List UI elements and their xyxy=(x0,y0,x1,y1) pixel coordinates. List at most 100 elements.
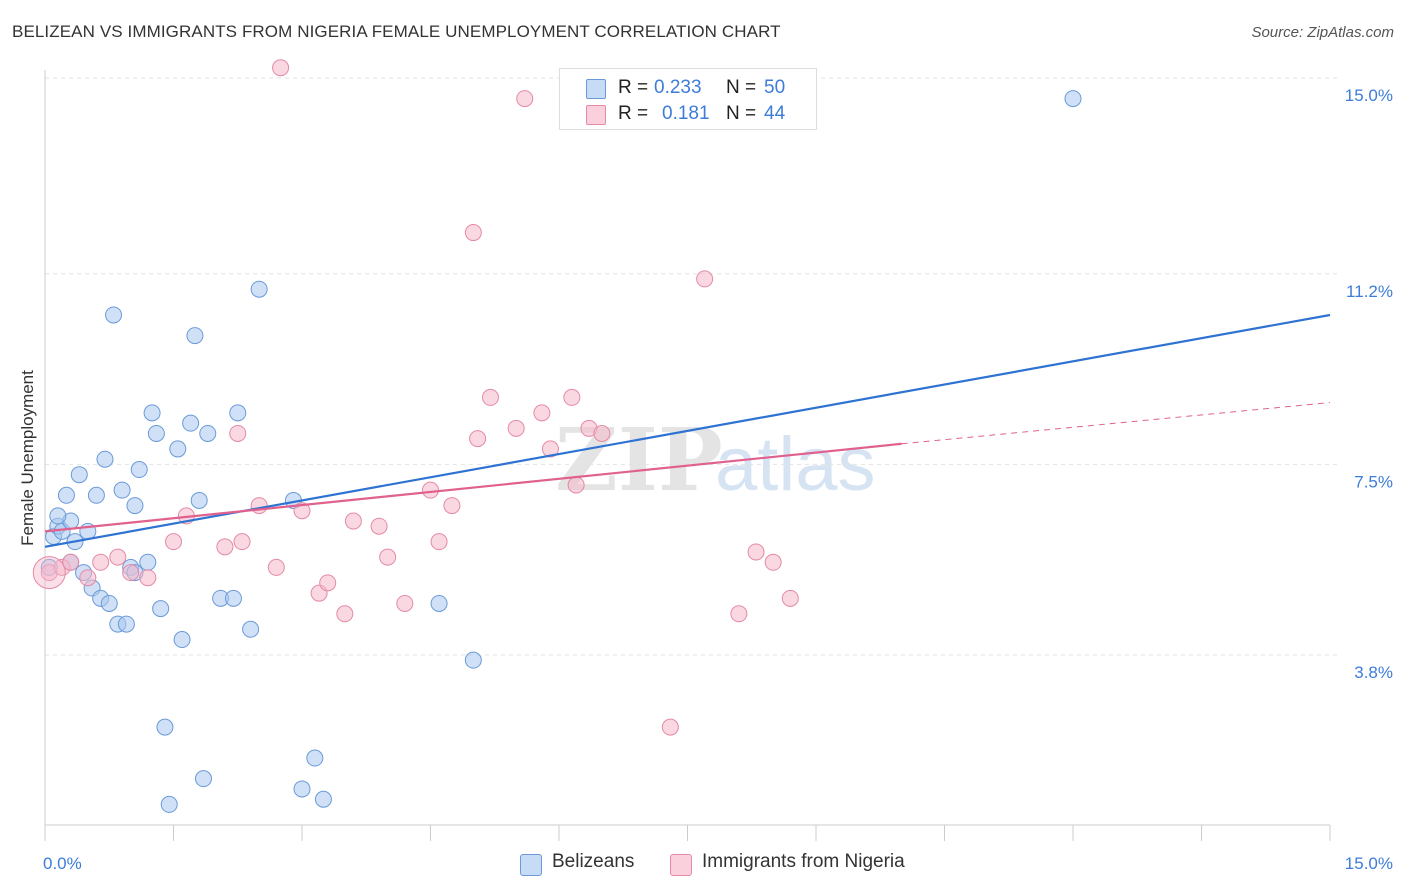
belizeans-point xyxy=(169,440,187,458)
belizeans-point xyxy=(464,651,482,669)
nigeria-point xyxy=(272,59,290,77)
nigeria-point xyxy=(443,497,461,515)
belizeans-point xyxy=(430,594,448,612)
nigeria-point xyxy=(165,533,182,551)
belizeans-point xyxy=(147,424,165,442)
nigeria-point xyxy=(696,270,714,288)
belizeans-swatch xyxy=(586,79,606,99)
r-label: R = xyxy=(618,77,649,98)
belizeans-point xyxy=(229,404,247,422)
belizeans-point xyxy=(57,486,75,504)
belizeans-point xyxy=(152,600,170,618)
nigeria-point xyxy=(370,517,388,535)
y-axis-label: Female Unemployment xyxy=(18,370,37,546)
nigeria-trend-line xyxy=(44,442,902,533)
correlation-legend: R = 0.233 N = 50 R = 0.181 N = 44 xyxy=(559,68,817,130)
belizeans-point xyxy=(113,481,131,499)
nigeria-point xyxy=(109,548,127,566)
belizeans-point xyxy=(190,491,208,509)
nigeria-point xyxy=(747,543,765,561)
nigeria-point xyxy=(533,404,551,422)
belizeans-point xyxy=(306,749,324,767)
nigeria-point xyxy=(267,558,285,576)
nigeria-point xyxy=(250,497,268,515)
x-tick-label-min: 0.0% xyxy=(43,854,82,873)
legend-label: Immigrants from Nigeria xyxy=(702,851,905,872)
nigeria-point xyxy=(62,553,80,571)
r-label: R = xyxy=(618,103,649,124)
belizeans-point xyxy=(182,414,200,432)
belizeans-point xyxy=(160,795,178,813)
nigeria-point xyxy=(293,502,311,520)
nigeria-point xyxy=(481,388,499,406)
belizeans-trend-line xyxy=(44,313,1331,548)
nigeria-swatch xyxy=(670,854,692,876)
belizeans-point xyxy=(224,589,242,607)
belizeans-point xyxy=(186,327,204,345)
belizeans-point xyxy=(49,507,67,525)
nigeria-point xyxy=(541,440,559,458)
nigeria-point xyxy=(139,569,157,587)
nigeria-point xyxy=(661,718,679,736)
belizeans-point xyxy=(126,497,144,515)
belizeans-point xyxy=(194,770,212,788)
nigeria-point xyxy=(229,424,247,442)
nigeria-point xyxy=(336,605,354,623)
belizeans-point xyxy=(117,615,135,633)
nigeria-point xyxy=(379,548,397,566)
nigeria-swatch xyxy=(586,105,606,125)
nigeria-point xyxy=(563,388,581,406)
nigeria-point xyxy=(507,419,525,437)
belizeans-point xyxy=(1064,90,1082,108)
belizeans-point xyxy=(143,404,161,422)
nigeria-point xyxy=(730,605,748,623)
y-tick-label: 3.8% xyxy=(1354,663,1393,682)
nigeria-point xyxy=(464,224,482,242)
x-tick-label-max: 15.0% xyxy=(1345,854,1393,873)
nigeria-point xyxy=(516,90,534,108)
belizeans-point xyxy=(242,620,260,638)
belizeans-swatch xyxy=(520,854,542,876)
nigeria-point xyxy=(32,556,66,590)
belizeans-point xyxy=(87,486,105,504)
chart-title: BELIZEAN VS IMMIGRANTS FROM NIGERIA FEMA… xyxy=(12,22,781,41)
belizeans-point xyxy=(100,594,118,612)
legend-label: Belizeans xyxy=(552,851,635,872)
watermark-atlas: atlas xyxy=(715,422,876,507)
nigeria-point xyxy=(422,481,439,499)
source-label: Source: ZipAtlas.com xyxy=(1251,24,1394,41)
watermark-zip: ZIP xyxy=(555,410,723,511)
nigeria-trend-extension xyxy=(901,402,1331,445)
nigeria-point xyxy=(216,538,234,556)
n-label: N = xyxy=(726,77,757,98)
nigeria-point xyxy=(344,512,362,530)
n-value: 44 xyxy=(764,103,786,124)
r-value: 0.181 xyxy=(662,103,710,124)
nigeria-point xyxy=(122,564,140,582)
belizeans-point xyxy=(173,631,191,649)
y-tick-label: 15.0% xyxy=(1345,86,1393,105)
belizeans-point xyxy=(130,461,148,479)
nigeria-point xyxy=(92,553,110,571)
y-tick-label: 7.5% xyxy=(1354,472,1393,491)
belizeans-point xyxy=(314,790,332,808)
nigeria-point xyxy=(781,589,799,607)
nigeria-point xyxy=(396,594,414,612)
n-value: 50 xyxy=(764,77,786,98)
belizeans-point xyxy=(139,553,157,571)
nigeria-point xyxy=(593,424,611,442)
belizeans-point xyxy=(250,280,268,298)
belizeans-point xyxy=(293,780,311,798)
belizeans-point xyxy=(70,466,88,484)
y-tick-label: 11.2% xyxy=(1346,282,1393,301)
n-label: N = xyxy=(726,103,757,124)
belizeans-point xyxy=(96,450,114,468)
r-value: 0.233 xyxy=(654,77,702,98)
nigeria-point xyxy=(233,533,251,551)
nigeria-point xyxy=(469,430,487,448)
nigeria-point xyxy=(764,553,782,571)
belizeans-point xyxy=(199,424,217,442)
nigeria-point xyxy=(430,533,448,551)
nigeria-point xyxy=(567,476,585,494)
nigeria-point xyxy=(79,569,97,587)
